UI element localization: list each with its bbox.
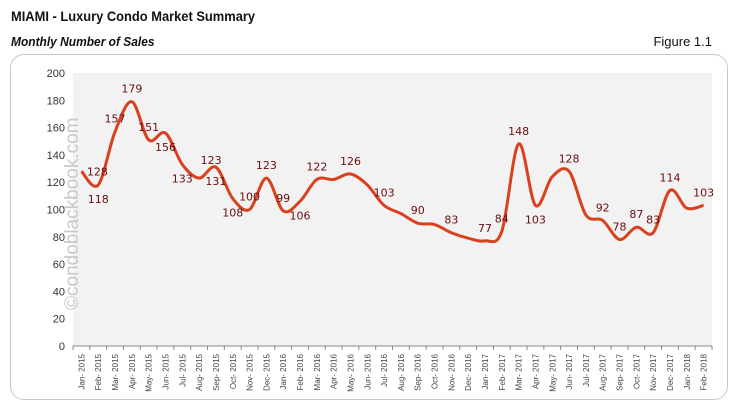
watermark: ©condoblackbook.com — [62, 117, 83, 311]
y-tick-label: 60 — [53, 259, 65, 271]
data-label: 106 — [290, 209, 311, 222]
x-tick-label: May- 2016 — [346, 353, 355, 391]
x-tick-label: Mar- 2015 — [111, 353, 120, 390]
x-tick-label: Feb- 2017 — [498, 353, 507, 390]
data-label: 157 — [105, 113, 126, 126]
data-label: 83 — [444, 214, 458, 227]
data-label: 78 — [613, 221, 627, 234]
data-label: 99 — [276, 192, 290, 205]
chart-frame — [10, 54, 728, 400]
figure-number: Figure 1.1 — [653, 34, 712, 49]
data-label: 87 — [629, 208, 643, 221]
x-tick-label: Feb- 2016 — [296, 353, 305, 390]
x-tick-label: Jul- 2015 — [178, 353, 187, 386]
data-label: 126 — [340, 155, 361, 168]
x-tick-label: Jan- 2016 — [279, 353, 288, 389]
x-tick-label: Jul- 2017 — [582, 353, 591, 386]
x-tick-label: Dec- 2017 — [666, 353, 675, 390]
x-tick-label: Dec- 2016 — [464, 353, 473, 390]
data-label: 133 — [172, 172, 193, 185]
data-label: 103 — [693, 186, 714, 199]
y-tick-label: 0 — [59, 341, 65, 353]
x-tick-label: Mar- 2016 — [313, 353, 322, 390]
x-tick-label: Feb- 2015 — [94, 353, 103, 390]
x-tick-label: Jan- 2015 — [77, 353, 86, 389]
x-tick-label: Apr- 2017 — [531, 353, 540, 389]
data-label: 103 — [525, 213, 546, 226]
data-label: 128 — [87, 165, 108, 178]
x-tick-label: Nov- 2016 — [447, 353, 456, 390]
x-tick-label: Aug- 2016 — [397, 353, 406, 390]
data-label: 77 — [478, 222, 492, 235]
x-tick-label: Jan- 2017 — [481, 353, 490, 389]
data-label: 84 — [495, 212, 509, 225]
x-tick-label: Apr- 2016 — [330, 353, 339, 389]
x-tick-label: Sep- 2016 — [414, 353, 423, 390]
data-label: 148 — [508, 125, 529, 138]
y-tick-label: 120 — [47, 177, 65, 189]
x-tick-label: May- 2015 — [145, 353, 154, 391]
y-tick-label: 20 — [53, 314, 65, 326]
x-tick-label: Sep- 2017 — [616, 353, 625, 390]
y-tick-label: 80 — [53, 232, 65, 244]
data-label: 151 — [138, 121, 159, 134]
x-tick-label: Oct- 2015 — [229, 353, 238, 389]
y-tick-label: 140 — [47, 150, 65, 162]
y-tick-label: 160 — [47, 123, 65, 135]
y-tick-label: 40 — [53, 286, 65, 298]
data-label: 123 — [256, 159, 277, 172]
data-label: 103 — [374, 186, 395, 199]
x-tick-label: Sep- 2015 — [212, 353, 221, 390]
x-tick-label: Jun- 2017 — [565, 353, 574, 389]
y-tick-label: 180 — [47, 95, 65, 107]
y-tick-label: 200 — [47, 68, 65, 80]
x-tick-label: Nov- 2015 — [246, 353, 255, 390]
data-label: 179 — [121, 83, 142, 96]
x-tick-label: Oct- 2016 — [431, 353, 440, 389]
y-tick-label: 100 — [47, 205, 65, 217]
data-label: 83 — [646, 214, 660, 227]
data-label: 122 — [306, 160, 327, 173]
data-label: 118 — [88, 193, 109, 206]
data-label: 156 — [155, 141, 176, 154]
x-tick-label: Aug- 2015 — [195, 353, 204, 390]
chart-subtitle: Monthly Number of Sales — [11, 34, 155, 49]
x-tick-label: Jun- 2016 — [363, 353, 372, 389]
x-tick-label: Jun- 2015 — [161, 353, 170, 389]
x-tick-label: Dec- 2015 — [262, 353, 271, 390]
x-tick-label: May- 2017 — [548, 353, 557, 391]
x-tick-label: Nov- 2017 — [649, 353, 658, 390]
x-tick-label: Aug- 2017 — [599, 353, 608, 390]
data-label: 131 — [205, 175, 226, 188]
data-label: 92 — [596, 201, 610, 214]
data-label: 108 — [222, 207, 243, 220]
report-title: MIAMI - Luxury Condo Market Summary — [11, 8, 256, 24]
series-line — [80, 100, 704, 244]
data-label: 123 — [201, 154, 222, 167]
x-tick-label: Apr- 2015 — [128, 353, 137, 389]
data-label: 128 — [559, 152, 580, 165]
x-tick-label: Jul- 2016 — [380, 353, 389, 386]
data-label: 100 — [239, 191, 260, 204]
x-tick-label: Feb- 2018 — [700, 353, 709, 390]
x-tick-label: Mar- 2017 — [515, 353, 524, 390]
data-label: 90 — [411, 204, 425, 217]
data-label: 114 — [659, 171, 680, 184]
x-tick-label: Oct- 2017 — [632, 353, 641, 389]
x-tick-label: Jan- 2018 — [683, 353, 692, 389]
